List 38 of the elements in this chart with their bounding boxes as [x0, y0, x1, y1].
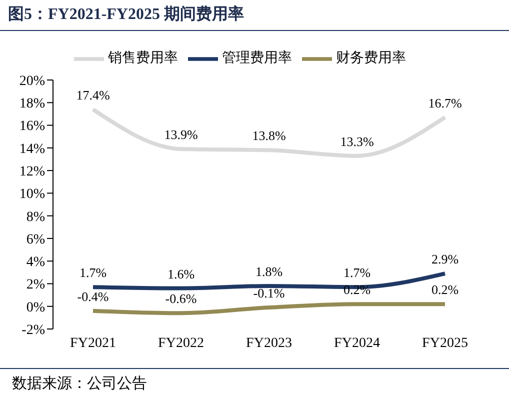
data-label: -0.6%: [165, 291, 197, 306]
data-label: 17.4%: [76, 87, 110, 102]
data-label: 13.3%: [340, 134, 374, 149]
data-label: 13.8%: [252, 128, 286, 144]
y-tick-label: 18%: [19, 96, 46, 112]
y-tick-label: 0%: [26, 300, 46, 316]
chart-title: 图5：FY2021-FY2025 期间费用率: [8, 4, 244, 25]
x-tick-label: FY2024: [334, 336, 380, 351]
data-label: 1.7%: [343, 265, 371, 280]
y-tick-label: -2%: [22, 322, 46, 338]
y-tick-label: 8%: [26, 210, 46, 225]
source-note: 数据来源：公司公告: [12, 374, 147, 393]
data-label: 13.9%: [164, 127, 198, 142]
data-label: 1.6%: [167, 266, 195, 282]
data-label: -0.1%: [253, 285, 285, 300]
legend-label: 销售费用率: [108, 51, 178, 66]
data-label: 16.7%: [428, 95, 462, 110]
x-tick-label: FY2025: [422, 336, 468, 351]
y-tick-label: 12%: [19, 164, 46, 180]
data-label: 1.8%: [255, 264, 283, 279]
y-tick-label: 2%: [26, 278, 46, 293]
line-series: [91, 302, 447, 316]
data-label: -0.4%: [77, 288, 109, 304]
y-tick-label: 16%: [19, 119, 46, 134]
data-label: 0.2%: [431, 282, 459, 298]
x-tick-label: FY2023: [246, 336, 292, 351]
y-tick-label: 4%: [26, 255, 46, 270]
y-tick-label: 14%: [19, 142, 46, 157]
y-tick-label: 10%: [19, 187, 46, 202]
x-tick-label: FY2022: [158, 336, 204, 351]
data-label: 2.9%: [431, 252, 459, 267]
legend-label: 管理费用率: [222, 51, 292, 66]
y-tick-label: 6%: [26, 232, 46, 248]
x-tick-label: FY2021: [70, 336, 116, 351]
y-tick-label: 20%: [19, 74, 46, 89]
data-label: 1.7%: [79, 265, 107, 280]
line-series: [91, 107, 447, 158]
legend-label: 财务费用率: [336, 51, 406, 66]
